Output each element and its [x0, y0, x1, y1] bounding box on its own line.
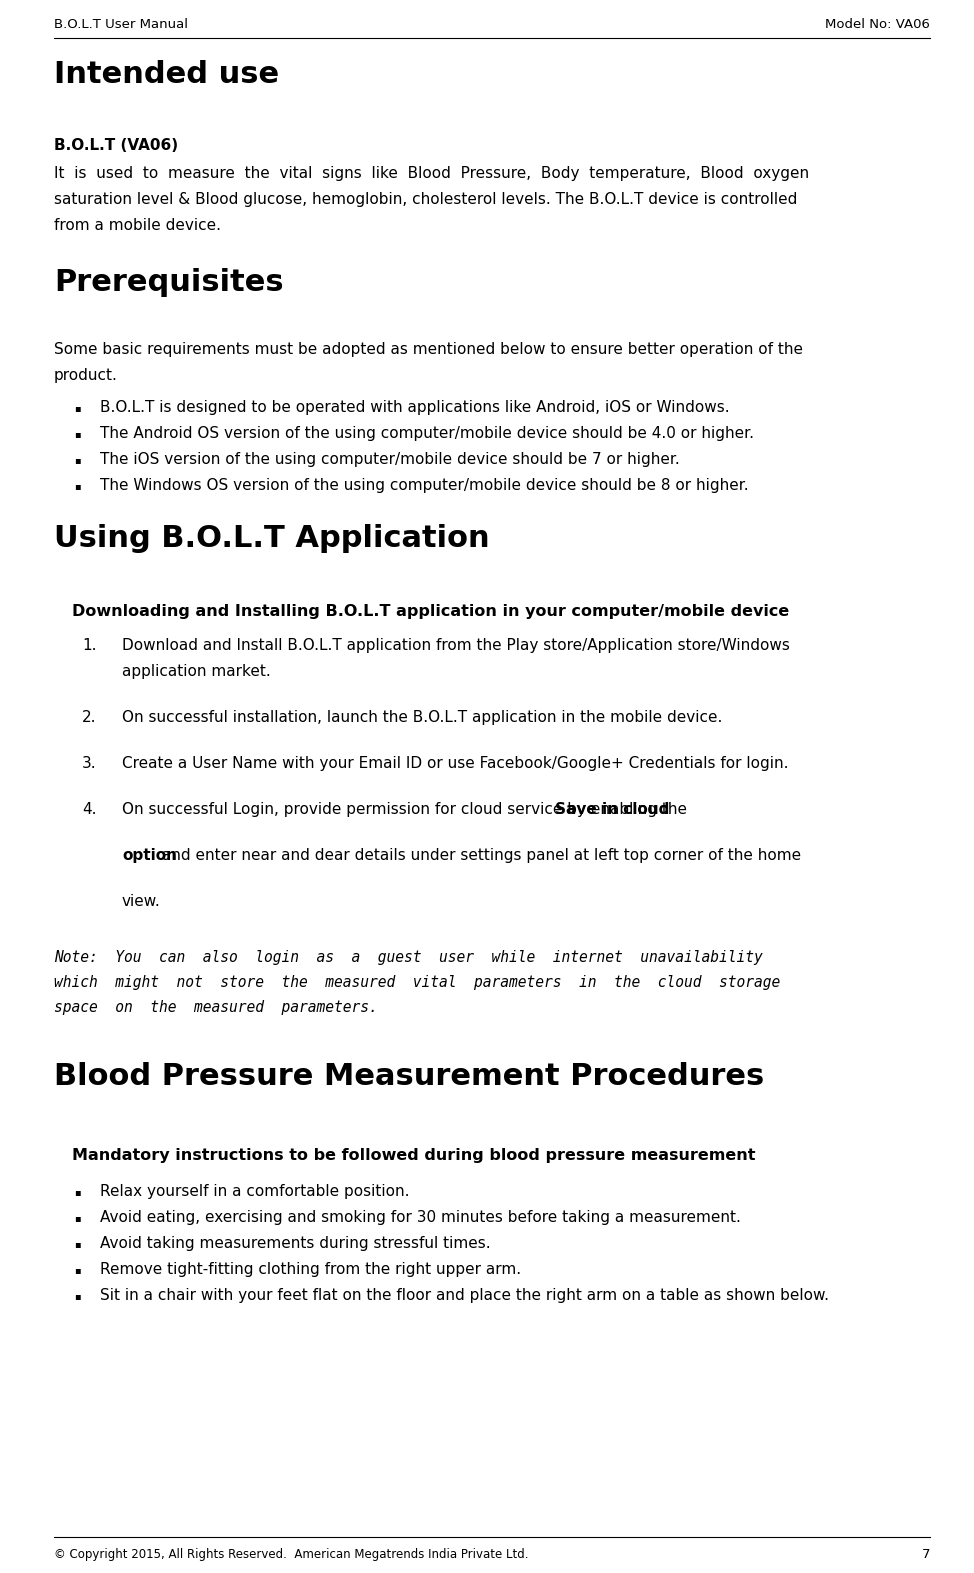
Text: Blood Pressure Measurement Procedures: Blood Pressure Measurement Procedures [54, 1062, 765, 1092]
Text: B.O.L.T is designed to be operated with applications like Android, iOS or Window: B.O.L.T is designed to be operated with … [100, 400, 730, 415]
Text: ▪: ▪ [74, 1188, 81, 1197]
Text: 4.: 4. [82, 802, 96, 816]
Text: Save in cloud: Save in cloud [555, 802, 669, 816]
Text: Model No: VA06: Model No: VA06 [825, 17, 930, 31]
Text: 7: 7 [921, 1548, 930, 1560]
Text: Relax yourself in a comfortable position.: Relax yourself in a comfortable position… [100, 1184, 409, 1199]
Text: B.O.L.T User Manual: B.O.L.T User Manual [54, 17, 188, 31]
Text: ▪: ▪ [74, 455, 81, 466]
Text: Note:  You  can  also  login  as  a  guest  user  while  internet  unavailabilit: Note: You can also login as a guest user… [54, 950, 763, 964]
Text: product.: product. [54, 368, 118, 382]
Text: ▪: ▪ [74, 1291, 81, 1301]
Text: ▪: ▪ [74, 429, 81, 439]
Text: view.: view. [122, 893, 161, 909]
Text: ▪: ▪ [74, 403, 81, 414]
Text: Remove tight-fitting clothing from the right upper arm.: Remove tight-fitting clothing from the r… [100, 1262, 521, 1277]
Text: The iOS version of the using computer/mobile device should be 7 or higher.: The iOS version of the using computer/mo… [100, 451, 680, 467]
Text: Download and Install B.O.L.T application from the Play store/Application store/W: Download and Install B.O.L.T application… [122, 639, 790, 653]
Text: Prerequisites: Prerequisites [54, 267, 283, 297]
Text: Avoid eating, exercising and smoking for 30 minutes before taking a measurement.: Avoid eating, exercising and smoking for… [100, 1210, 741, 1225]
Text: On successful Login, provide permission for cloud service by enabling the: On successful Login, provide permission … [122, 802, 692, 816]
Text: On successful installation, launch the B.O.L.T application in the mobile device.: On successful installation, launch the B… [122, 709, 723, 725]
Text: ▪: ▪ [74, 1213, 81, 1222]
Text: and enter near and dear details under settings panel at left top corner of the h: and enter near and dear details under se… [157, 848, 802, 864]
Text: space  on  the  measured  parameters.: space on the measured parameters. [54, 1000, 378, 1015]
Text: which  might  not  store  the  measured  vital  parameters  in  the  cloud  stor: which might not store the measured vital… [54, 975, 780, 989]
Text: 1.: 1. [82, 639, 96, 653]
Text: saturation level & Blood glucose, hemoglobin, cholesterol levels. The B.O.L.T de: saturation level & Blood glucose, hemogl… [54, 192, 798, 208]
Text: Avoid taking measurements during stressful times.: Avoid taking measurements during stressf… [100, 1236, 491, 1251]
Text: B.O.L.T (VA06): B.O.L.T (VA06) [54, 138, 178, 153]
Text: 2.: 2. [82, 709, 96, 725]
Text: Using B.O.L.T Application: Using B.O.L.T Application [54, 524, 490, 554]
Text: The Windows OS version of the using computer/mobile device should be 8 or higher: The Windows OS version of the using comp… [100, 478, 749, 492]
Text: Mandatory instructions to be followed during blood pressure measurement: Mandatory instructions to be followed du… [72, 1148, 756, 1162]
Text: ▪: ▪ [74, 1265, 81, 1276]
Text: Create a User Name with your Email ID or use Facebook/Google+ Credentials for lo: Create a User Name with your Email ID or… [122, 757, 789, 771]
Text: © Copyright 2015, All Rights Reserved.  American Megatrends India Private Ltd.: © Copyright 2015, All Rights Reserved. A… [54, 1548, 529, 1560]
Text: Sit in a chair with your feet flat on the floor and place the right arm on a tab: Sit in a chair with your feet flat on th… [100, 1288, 829, 1302]
Text: Downloading and Installing B.O.L.T application in your computer/mobile device: Downloading and Installing B.O.L.T appli… [72, 604, 789, 620]
Text: It  is  used  to  measure  the  vital  signs  like  Blood  Pressure,  Body  temp: It is used to measure the vital signs li… [54, 167, 809, 181]
Text: 3.: 3. [82, 757, 96, 771]
Text: from a mobile device.: from a mobile device. [54, 219, 221, 233]
Text: Intended use: Intended use [54, 60, 280, 90]
Text: ▪: ▪ [74, 481, 81, 491]
Text: The Android OS version of the using computer/mobile device should be 4.0 or high: The Android OS version of the using comp… [100, 426, 754, 440]
Text: ▪: ▪ [74, 1240, 81, 1249]
Text: application market.: application market. [122, 664, 271, 680]
Text: option: option [122, 848, 177, 864]
Text: Some basic requirements must be adopted as mentioned below to ensure better oper: Some basic requirements must be adopted … [54, 341, 803, 357]
